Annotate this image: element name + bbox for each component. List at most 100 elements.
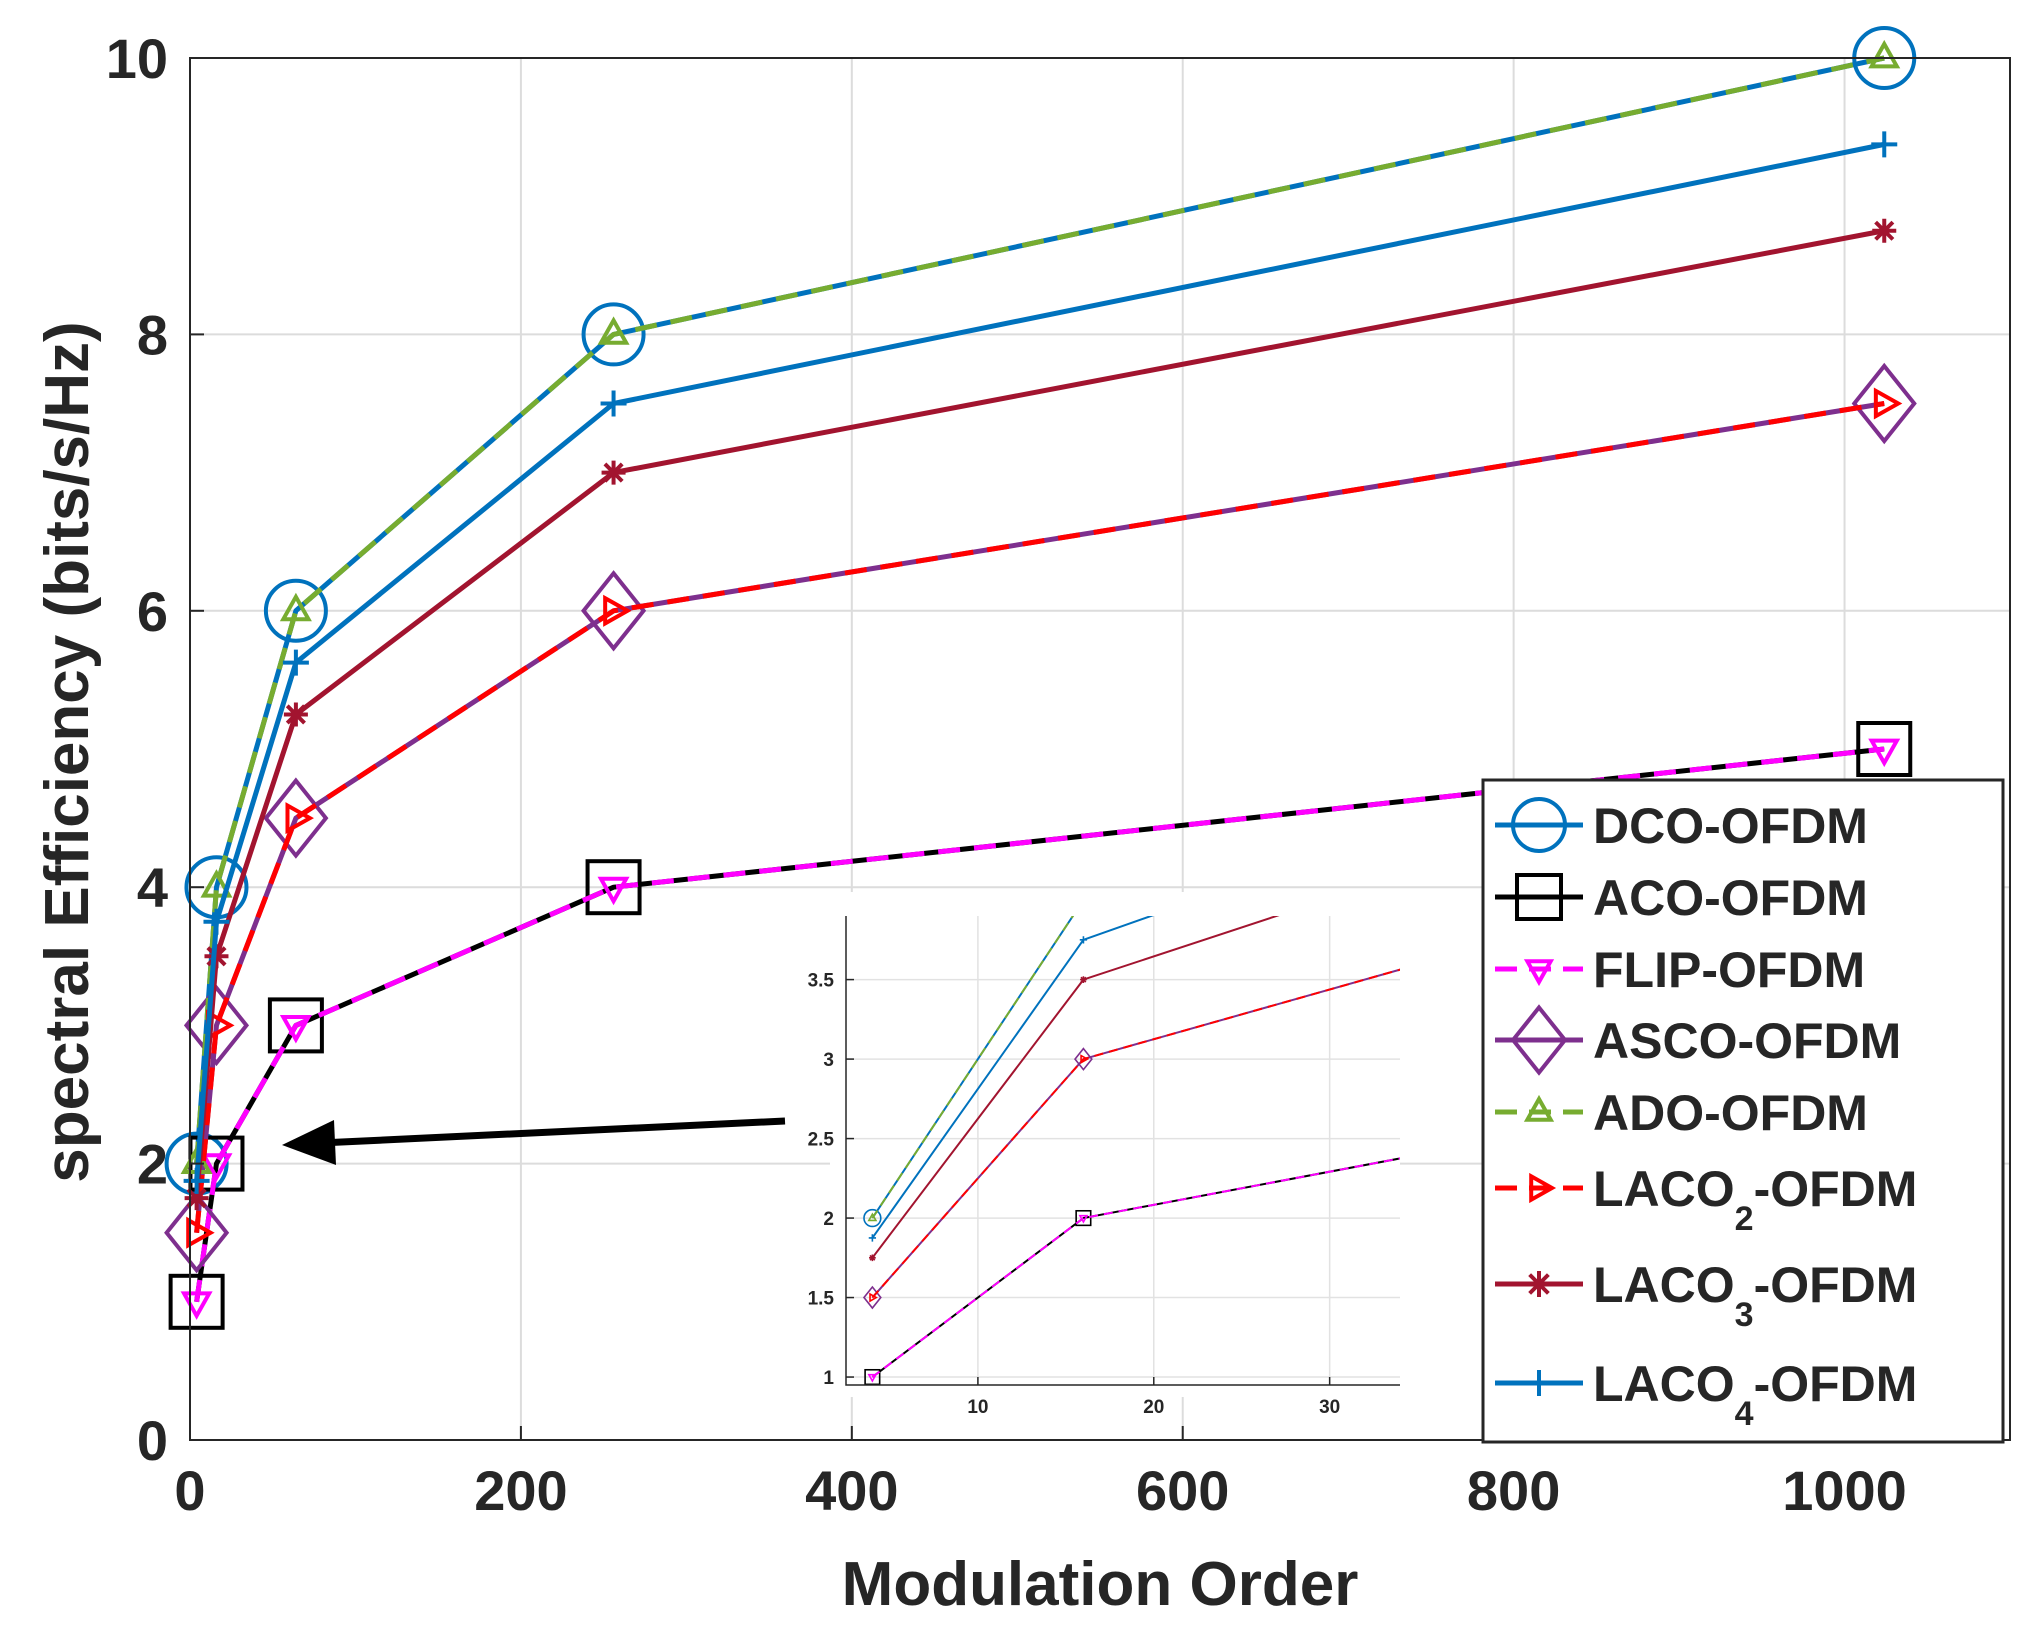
y-tick-label: 4 <box>137 856 168 919</box>
x-tick-label: 600 <box>1136 1459 1229 1522</box>
data-point <box>1872 218 1897 243</box>
data-point <box>184 1186 209 1211</box>
inset-series-line <box>871 1157 1400 1378</box>
legend-box <box>1481 778 2005 1444</box>
main-plot-frame <box>189 57 2011 1441</box>
inset-data-point <box>862 1285 882 1310</box>
inset-background <box>830 892 1400 1397</box>
data-point <box>168 1273 225 1330</box>
inset-x-tick-label: 30 <box>1319 1397 1340 1418</box>
data-point <box>585 859 642 916</box>
inset-series-4 <box>867 916 1075 1222</box>
data-point <box>183 984 250 1067</box>
y-axis-title: spectral Efficiency (bits/s/Hz) <box>33 321 102 1182</box>
data-point <box>601 460 626 485</box>
legend-label: LACO2-OFDM <box>1593 1161 1917 1238</box>
data-point <box>285 802 314 835</box>
data-point <box>603 594 632 627</box>
data-point <box>581 570 647 652</box>
legend-marker <box>1511 797 1567 853</box>
x-tick-label: 800 <box>1467 1459 1560 1522</box>
x-tick-label: 400 <box>805 1459 898 1522</box>
data-point <box>200 869 233 898</box>
legend: DCO-OFDM ACO-OFDM FLIP-OFDM ASCO-OFDM ADO-OF… <box>1481 778 2005 1444</box>
inset-data-point <box>1079 936 1088 944</box>
zoom-arrow <box>282 1117 786 1165</box>
legend-label: LACO4-OFDM <box>1593 1356 1917 1433</box>
legend-entry: LACO4-OFDM <box>1495 1356 1917 1433</box>
y-tick-label: 8 <box>137 303 168 366</box>
legend-label: FLIP-OFDM <box>1593 942 1865 998</box>
legend-label: DCO-OFDM <box>1593 798 1868 854</box>
data-point <box>600 390 627 417</box>
x-tick-label: 0 <box>174 1459 205 1522</box>
inset-grid <box>846 916 1400 1385</box>
legend-label: ASCO-OFDM <box>1593 1013 1901 1069</box>
data-point <box>1868 738 1901 768</box>
inset-x-tick-label: 20 <box>1143 1397 1164 1418</box>
x-axis-title: Modulation Order <box>842 1550 1359 1619</box>
inset-series-6 <box>869 916 1280 1262</box>
inset-series-line <box>871 968 1400 1299</box>
legend-entry: LACO2-OFDM <box>1495 1161 1917 1238</box>
legend-marker <box>1510 1004 1568 1076</box>
data-point <box>597 316 630 345</box>
data-point <box>597 876 630 906</box>
data-point <box>164 1191 230 1274</box>
inset-y-tick-label: 2.5 <box>808 1130 835 1151</box>
legend-marker <box>1523 1094 1555 1122</box>
data-point <box>1856 721 1913 777</box>
data-point <box>183 1167 210 1194</box>
legend-marker <box>1515 873 1563 921</box>
legend-entry: FLIP-OFDM <box>1495 942 1865 998</box>
legend-label: ACO-OFDM <box>1593 870 1868 926</box>
inset-y-tick-label: 3 <box>823 1050 834 1071</box>
legend-label: LACO3-OFDM <box>1593 1257 1917 1334</box>
data-point <box>1873 387 1903 420</box>
series-7 <box>183 131 1898 1194</box>
main-series <box>164 26 1917 1330</box>
data-point <box>1868 39 1901 69</box>
data-point <box>267 997 324 1054</box>
inset-data-point <box>869 1292 878 1303</box>
x-tick-label: 1000 <box>1782 1459 1907 1522</box>
data-point <box>282 649 309 676</box>
inset-axes <box>845 916 1400 1386</box>
data-point <box>200 1153 233 1182</box>
legend-marker <box>1526 1370 1552 1396</box>
legend-entry: ADO-OFDM <box>1495 1085 1868 1141</box>
data-point <box>263 578 328 643</box>
inset-data-point <box>1074 1047 1093 1071</box>
inset-data-point <box>1078 1214 1089 1224</box>
inset-data-point <box>1080 1054 1089 1064</box>
inset-series-line <box>871 916 1280 1259</box>
series-line <box>194 401 1885 1233</box>
legend-label: ADO-OFDM <box>1593 1085 1868 1141</box>
legend-entry: LACO3-OFDM <box>1495 1257 1917 1334</box>
inset-series-7 <box>868 916 1154 1242</box>
inset-series-5 <box>869 968 1400 1303</box>
y-tick-label: 0 <box>137 1409 168 1472</box>
inset-axis-lines <box>845 916 1400 1386</box>
inset-series-line <box>871 916 1154 1239</box>
inset-data-point <box>1080 976 1087 983</box>
data-point <box>283 702 308 727</box>
inset-y-tick-label: 3.5 <box>808 971 835 992</box>
main-axis-ticks: 0 200 400 600 800 1000 0 2 4 6 8 10 <box>106 27 1907 1522</box>
data-point <box>186 1216 215 1249</box>
legend-marker <box>1526 1271 1552 1297</box>
x-tick-label: 200 <box>474 1459 567 1522</box>
inset-data-point <box>869 1254 876 1262</box>
data-point <box>203 908 230 935</box>
inset-series-0 <box>863 916 1075 1228</box>
inset-y-tick-label: 2 <box>823 1209 834 1230</box>
y-tick-label: 2 <box>137 1133 168 1196</box>
inset-data-point <box>863 1208 882 1228</box>
data-point <box>1851 362 1917 445</box>
y-tick-label: 10 <box>106 27 168 90</box>
data-point <box>279 1015 312 1044</box>
data-point <box>204 944 229 969</box>
legend-marker <box>1523 959 1555 987</box>
inset-axis-ticks: 10 20 30 1 1.5 2 2.5 3 3.5 <box>808 971 1341 1418</box>
inset-x-tick-label: 10 <box>967 1397 988 1418</box>
